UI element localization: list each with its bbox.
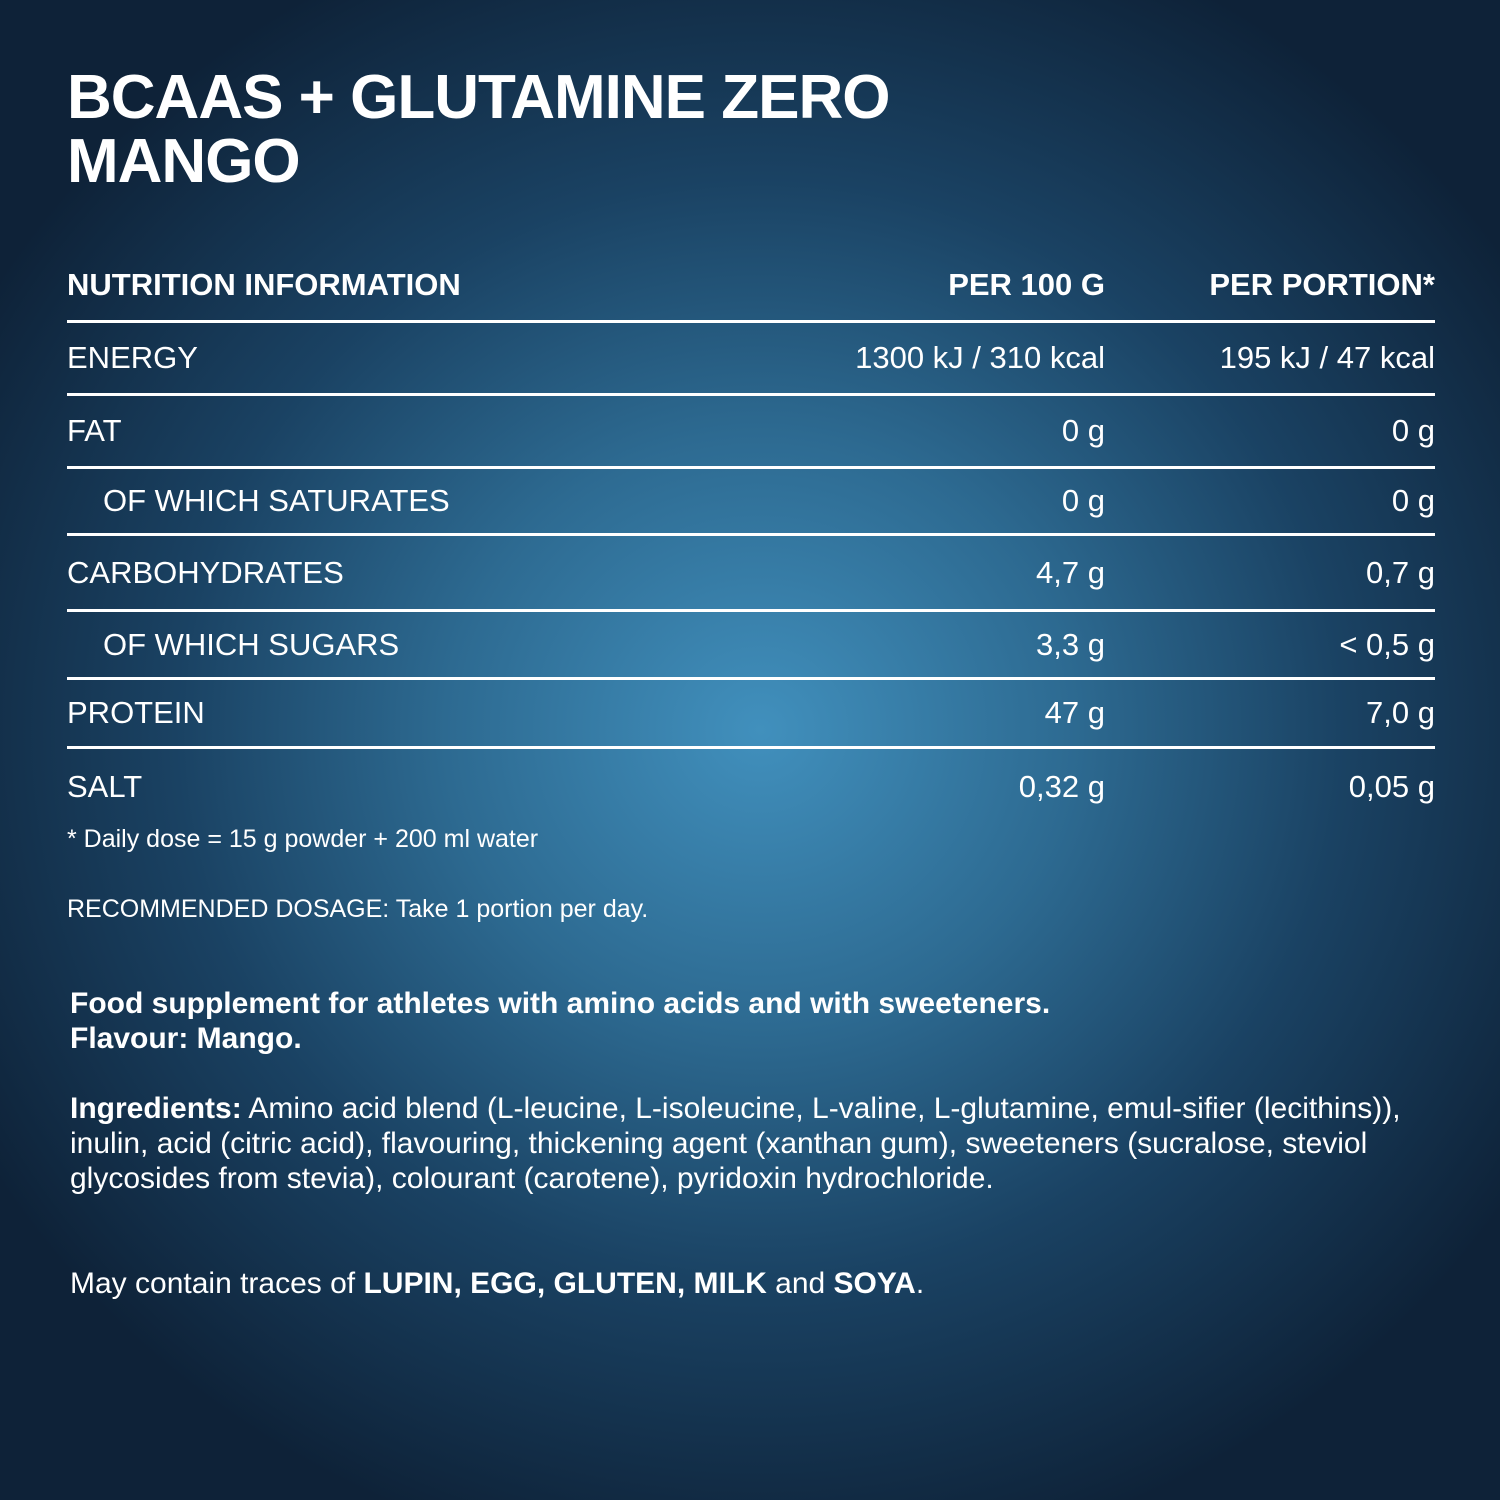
table-row-salt: SALT 0,32 g 0,05 g	[67, 749, 1435, 825]
table-row-saturates: OF WHICH SATURATES 0 g 0 g	[67, 469, 1435, 536]
row-label: SALT	[67, 769, 143, 804]
allergens-suffix: .	[915, 1267, 925, 1300]
table-header: NUTRITION INFORMATION PER 100 G PER PORT…	[67, 250, 1435, 323]
description-line-2: Flavour: Mango.	[70, 1022, 302, 1055]
row-per100: 47 g	[1044, 695, 1105, 730]
row-portion: 7,0 g	[1366, 695, 1435, 730]
row-per100: 0 g	[1061, 483, 1105, 518]
row-portion: 195 kJ / 47 kcal	[1219, 340, 1435, 375]
row-portion: 0,05 g	[1348, 769, 1435, 804]
row-per100: 1300 kJ / 310 kcal	[855, 340, 1105, 375]
title-line-2: MANGO	[67, 127, 301, 196]
table-row-fat: FAT 0 g 0 g	[67, 396, 1435, 469]
table-row-protein: PROTEIN 47 g 7,0 g	[67, 680, 1435, 749]
product-title: BCAAS + GLUTAMINE ZERO MANGO	[67, 63, 890, 196]
header-per-portion: PER PORTION*	[1209, 267, 1435, 302]
row-label: PROTEIN	[67, 695, 205, 730]
row-portion: 0 g	[1391, 483, 1435, 518]
table-row-energy: ENERGY 1300 kJ / 310 kcal 195 kJ / 47 kc…	[67, 323, 1435, 396]
description: Food supplement for athletes with amino …	[70, 986, 1450, 1056]
footnote: * Daily dose = 15 g powder + 200 ml wate…	[67, 825, 539, 853]
row-label: ENERGY	[67, 340, 198, 375]
row-per100: 3,3 g	[1036, 626, 1105, 662]
title-line-1: BCAAS + GLUTAMINE ZERO	[67, 63, 890, 132]
row-label: OF WHICH SUGARS	[103, 626, 400, 662]
table-row-sugars: OF WHICH SUGARS 3,3 g < 0,5 g	[67, 612, 1435, 680]
allergens-prefix: May contain traces of	[70, 1267, 364, 1300]
row-portion: < 0,5 g	[1339, 626, 1435, 662]
row-per100: 0,32 g	[1018, 769, 1105, 804]
row-label: OF WHICH SATURATES	[103, 483, 450, 518]
dosage: RECOMMENDED DOSAGE: Take 1 portion per d…	[67, 895, 649, 923]
description-line-1: Food supplement for athletes with amino …	[70, 987, 1051, 1020]
row-per100: 4,7 g	[1036, 554, 1105, 590]
row-portion: 0,7 g	[1366, 554, 1435, 590]
allergens-list: LUPIN, EGG, GLUTEN, MILK	[363, 1267, 767, 1300]
row-label: FAT	[67, 413, 122, 448]
nutrition-table: NUTRITION INFORMATION PER 100 G PER PORT…	[67, 250, 1435, 825]
allergens-soya: SOYA	[833, 1267, 916, 1300]
ingredients: Ingredients: Amino acid blend (L-leucine…	[70, 1091, 1430, 1196]
allergens: May contain traces of LUPIN, EGG, GLUTEN…	[70, 1266, 1450, 1301]
row-portion: 0 g	[1391, 413, 1435, 448]
header-per-100g: PER 100 G	[948, 267, 1105, 302]
header-nutrition: NUTRITION INFORMATION	[67, 267, 461, 302]
ingredients-text: Amino acid blend (L-leucine, L-isoleucin…	[70, 1092, 1401, 1195]
table-row-carbohydrates: CARBOHYDRATES 4,7 g 0,7 g	[67, 536, 1435, 612]
ingredients-label: Ingredients:	[70, 1092, 242, 1125]
allergens-and: and	[766, 1267, 834, 1300]
row-label: CARBOHYDRATES	[67, 554, 344, 590]
row-per100: 0 g	[1061, 413, 1105, 448]
